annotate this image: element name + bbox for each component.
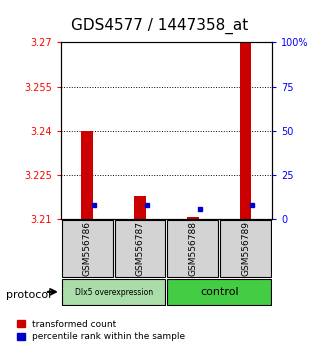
Bar xyxy=(115,220,165,277)
Text: GSM556787: GSM556787 xyxy=(135,221,145,276)
Text: protocol: protocol xyxy=(6,290,52,299)
Bar xyxy=(167,220,218,277)
Bar xyxy=(167,279,271,305)
Text: control: control xyxy=(200,287,238,297)
Text: GDS4577 / 1447358_at: GDS4577 / 1447358_at xyxy=(71,17,249,34)
Legend: transformed count, percentile rank within the sample: transformed count, percentile rank withi… xyxy=(17,320,185,341)
Bar xyxy=(220,220,271,277)
Bar xyxy=(62,279,165,305)
Bar xyxy=(240,42,252,219)
Bar xyxy=(134,196,146,219)
Bar xyxy=(187,217,199,219)
Text: GSM556788: GSM556788 xyxy=(188,221,197,276)
Text: GSM556789: GSM556789 xyxy=(241,221,250,276)
Text: Dlx5 overexpression: Dlx5 overexpression xyxy=(75,287,153,297)
Bar xyxy=(81,131,93,219)
Bar xyxy=(62,220,113,277)
Text: GSM556786: GSM556786 xyxy=(83,221,92,276)
